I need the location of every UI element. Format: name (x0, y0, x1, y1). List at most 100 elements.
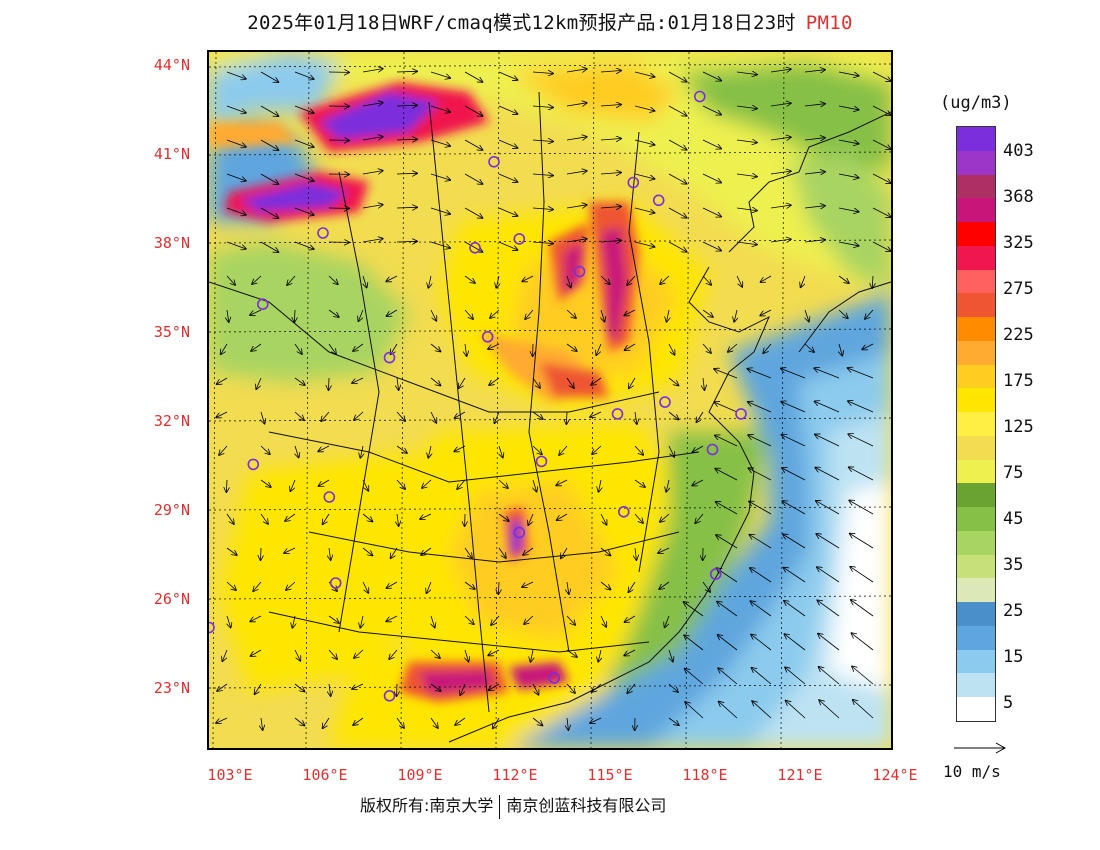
wind-vector (557, 513, 568, 520)
wind-vector (294, 411, 304, 420)
wind-vector (498, 581, 499, 594)
wind-vector (702, 173, 721, 183)
wind-vector (396, 139, 417, 140)
wind-vector (815, 468, 840, 481)
wind-vector (749, 502, 772, 515)
wind-vector (498, 105, 517, 114)
wind-vector (290, 479, 296, 491)
wind-vector (360, 615, 363, 628)
wind-vector (226, 139, 246, 147)
forecast-map[interactable] (207, 50, 893, 750)
wind-vector (838, 71, 859, 76)
wind-vector (430, 139, 450, 146)
wind-vector (702, 343, 711, 353)
wind-vector (329, 547, 331, 560)
wind-vector (566, 649, 577, 657)
wind-vector (566, 411, 567, 424)
wind-vector (770, 103, 791, 106)
wind-vector (294, 683, 304, 692)
wind-vector (488, 649, 500, 655)
wind-vector (591, 377, 602, 385)
wind-vector (598, 649, 601, 662)
city-marker (256, 298, 269, 310)
lat-label: 41°N (153, 145, 190, 163)
wind-vector (781, 402, 806, 413)
wind-vector (748, 435, 772, 447)
lon-label: 109°E (397, 766, 443, 784)
wind-vector (294, 649, 300, 661)
wind-vector (668, 139, 687, 150)
wind-vector (491, 615, 500, 625)
wind-vector (226, 241, 246, 249)
wind-vectors (216, 69, 891, 730)
city-marker (659, 396, 671, 408)
wind-vector (533, 479, 537, 492)
wind-vector (838, 309, 848, 318)
wind-vector (782, 468, 806, 481)
wind-vector (362, 581, 368, 593)
wind-vector (785, 634, 806, 651)
wind-vector (227, 615, 231, 627)
wind-vector (216, 411, 228, 417)
city-marker (735, 408, 747, 420)
wind-vector (697, 411, 704, 422)
wind-vector (498, 241, 517, 250)
wind-vector (391, 547, 398, 558)
wind-vector (532, 174, 553, 176)
lon-label: 121°E (777, 766, 823, 784)
wind-vector (748, 369, 772, 379)
lon-label: 106°E (302, 766, 348, 784)
wind-vector (658, 547, 670, 553)
wind-vector (488, 343, 500, 349)
wind-vector (736, 208, 757, 211)
legend-swatch (957, 554, 995, 579)
wind-vector (455, 717, 466, 725)
wind-vector (531, 649, 534, 662)
wind-vector (251, 649, 262, 656)
wind-vector (850, 567, 874, 583)
wind-vector (702, 207, 721, 217)
wind-vector (763, 343, 772, 353)
wind-vector (358, 309, 364, 321)
wind-vector (634, 71, 654, 77)
wind-vector (736, 140, 757, 143)
wind-vector (292, 615, 295, 628)
wind-vector (872, 241, 891, 251)
wind-vector (556, 479, 568, 485)
chart-title: 2025年01月18日WRF/cmaq模式12km预报产品:01月18日23时 P… (0, 8, 1100, 35)
wind-vector (566, 239, 587, 242)
wind-vector (668, 411, 678, 420)
wind-vector (430, 241, 450, 248)
wind-vector (464, 139, 482, 150)
legend-swatch (957, 649, 995, 674)
wind-vector (294, 343, 302, 354)
legend-label: 25 (1003, 601, 1024, 621)
lon-label: 103°E (207, 766, 253, 784)
wind-vector (804, 240, 825, 242)
wind-vector (702, 581, 710, 592)
lat-label: 26°N (153, 590, 190, 608)
wind-vector (524, 615, 534, 624)
wind-vector (532, 717, 542, 725)
wind-vector (286, 581, 296, 590)
wind-vector (396, 207, 417, 208)
wind-vector (736, 275, 742, 287)
wind-vector (454, 445, 466, 451)
wind-vector (629, 377, 636, 388)
legend-label: 45 (1003, 509, 1024, 529)
wind-vector (668, 683, 678, 692)
wind-vector (294, 207, 314, 215)
wind-vector (635, 411, 637, 424)
wind-vector (750, 535, 772, 549)
wind-vector (715, 469, 738, 481)
wind-vector (865, 309, 874, 319)
wind-vector (496, 275, 499, 288)
wind-vector (804, 104, 825, 106)
wind-vector (668, 343, 675, 355)
wind-vector (692, 479, 704, 486)
legend-swatch (957, 459, 995, 484)
legend-swatch (957, 317, 995, 342)
wind-vector (396, 717, 404, 728)
wind-vector (389, 649, 398, 659)
city-marker (548, 672, 561, 684)
